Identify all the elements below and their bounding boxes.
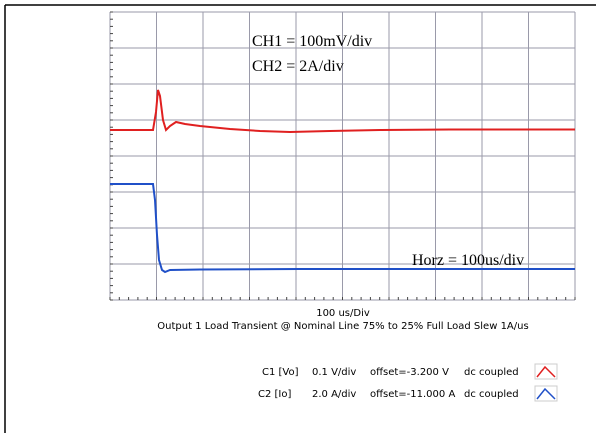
legend: C1 [Vo] 0.1 V/div offset=-3.200 V dc cou… bbox=[258, 363, 558, 402]
legend-icon bbox=[534, 363, 558, 380]
horz-annotation: Horz = 100us/div bbox=[412, 252, 524, 269]
legend-channel: C1 [Vo] bbox=[262, 367, 299, 378]
legend-offset: offset=-3.200 V bbox=[370, 367, 449, 378]
legend-icon bbox=[534, 385, 558, 402]
scope-grid bbox=[109, 11, 576, 301]
ch1-annotation: CH1 = 100mV/div bbox=[252, 33, 372, 50]
legend-channel: C2 [Io] bbox=[258, 389, 291, 400]
legend-coupling: dc coupled bbox=[464, 367, 519, 378]
legend-scale: 2.0 A/div bbox=[312, 389, 356, 400]
legend-offset: offset=-11.000 A bbox=[370, 389, 455, 400]
ch1-trace bbox=[110, 89, 575, 134]
legend-coupling: dc coupled bbox=[464, 389, 519, 400]
legend-icon-wave bbox=[536, 387, 556, 400]
ch2-annotation: CH2 = 2A/div bbox=[252, 58, 344, 75]
ch2-trace bbox=[110, 183, 575, 274]
legend-scale: 0.1 V/div bbox=[312, 367, 356, 378]
caption: Output 1 Load Transient @ Nominal Line 7… bbox=[157, 321, 528, 332]
legend-icon-wave bbox=[536, 365, 556, 378]
timebase: 100 us/Div bbox=[316, 308, 370, 319]
